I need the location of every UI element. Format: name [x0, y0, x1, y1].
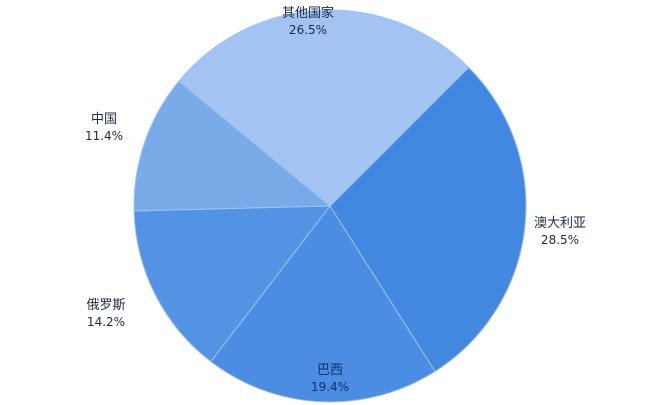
- slice-label-name: 俄罗斯: [86, 298, 126, 313]
- slice-label-value: 26.5%: [288, 23, 328, 37]
- pie-slice: [133, 205, 332, 363]
- pie-slice: [133, 80, 332, 212]
- slice-label: 中国 11.4%: [85, 112, 123, 144]
- slice-label-value: 14.2%: [86, 315, 126, 329]
- slice-label-value: 28.5%: [540, 233, 580, 247]
- slice-label-name: 巴西: [316, 363, 343, 378]
- slice-label: 澳大利亚 28.5%: [534, 216, 586, 248]
- pie-slice: [329, 66, 527, 373]
- slice-label-name: 澳大利亚: [533, 216, 587, 231]
- slice-label: 俄罗斯 14.2%: [86, 298, 125, 330]
- slice-label-value: 19.4%: [310, 380, 350, 394]
- pie-slice: [210, 205, 436, 403]
- slice-label-name: 中国: [90, 112, 117, 127]
- slice-label: 巴西 19.4%: [311, 363, 349, 395]
- slice-label: 其他国家 26.5%: [282, 6, 334, 38]
- pie-slice: [178, 9, 470, 207]
- slice-label-value: 11.4%: [84, 129, 124, 143]
- slice-label-name: 其他国家: [281, 6, 335, 21]
